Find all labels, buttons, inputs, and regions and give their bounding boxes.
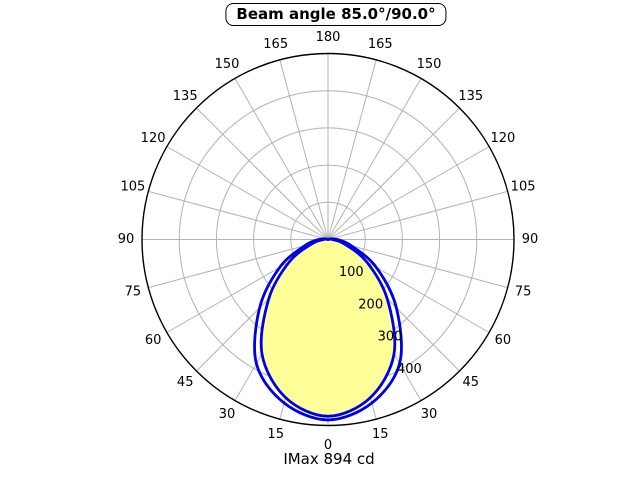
angle-tick-label: 45: [177, 375, 194, 390]
grid-spoke: [234, 78, 329, 240]
angle-tick-label: 165: [368, 37, 393, 52]
grid-spoke: [166, 146, 329, 240]
grid-spoke: [327, 190, 508, 240]
angle-tick-label: 105: [120, 180, 145, 195]
angle-tick-label: 75: [515, 284, 532, 299]
angle-tick-label: 0: [324, 438, 332, 453]
angle-tick-label: 120: [141, 131, 166, 146]
polar-grid: [141, 52, 515, 427]
grid-spoke: [148, 190, 329, 240]
angle-tick-label: 60: [145, 333, 162, 348]
grid-spoke: [327, 146, 490, 240]
angle-tick-label: 15: [267, 427, 284, 442]
angle-tick-label: 135: [173, 89, 198, 104]
angle-tick-label: 180: [316, 30, 341, 45]
radial-tick-label: 300: [378, 330, 403, 345]
intensity-curves: [253, 237, 403, 422]
grid-spoke: [196, 107, 329, 240]
angle-tick-label: 90: [522, 232, 539, 247]
radial-tick-label: 200: [358, 297, 383, 312]
angle-tick-label: 105: [511, 180, 536, 195]
grid-spoke: [327, 107, 460, 240]
angle-tick-label: 120: [490, 131, 515, 146]
radial-tick-labels: 100 200 300 400: [339, 265, 422, 377]
angle-tick-label: 165: [263, 37, 288, 52]
angle-tick-label: 15: [372, 427, 389, 442]
angle-tick-label: 150: [417, 57, 442, 72]
angle-tick-label: 135: [458, 89, 483, 104]
angle-tick-label: 30: [421, 407, 438, 422]
chart-title: Beam angle 85.0°/90.0°: [236, 5, 436, 23]
grid-spoke: [327, 59, 377, 240]
grid-spoke: [327, 78, 422, 240]
angle-tick-label: 30: [219, 407, 236, 422]
grid-spoke: [327, 239, 508, 289]
grid-spoke: [148, 239, 329, 289]
angle-tick-label: 90: [118, 232, 135, 247]
angle-tick-label: 45: [463, 375, 480, 390]
angle-tick-label: 60: [495, 333, 512, 348]
angle-tick-labels: 0 15 15 30 30 45 45 60 60 75 75 90 90 105 105 120 120 135…: [118, 30, 539, 453]
angle-tick-label: 75: [125, 284, 142, 299]
angle-tick-label: 150: [215, 57, 240, 72]
grid-spoke: [279, 59, 329, 240]
title-box: Beam angle 85.0°/90.0°: [225, 3, 447, 26]
beam-fill: [261, 239, 395, 417]
radial-tick-label: 400: [397, 362, 422, 377]
imax-label: IMax 894 cd: [283, 450, 375, 468]
outer-circle: [141, 52, 515, 427]
intensity-curve: [253, 237, 403, 422]
radial-tick-label: 100: [339, 265, 364, 280]
